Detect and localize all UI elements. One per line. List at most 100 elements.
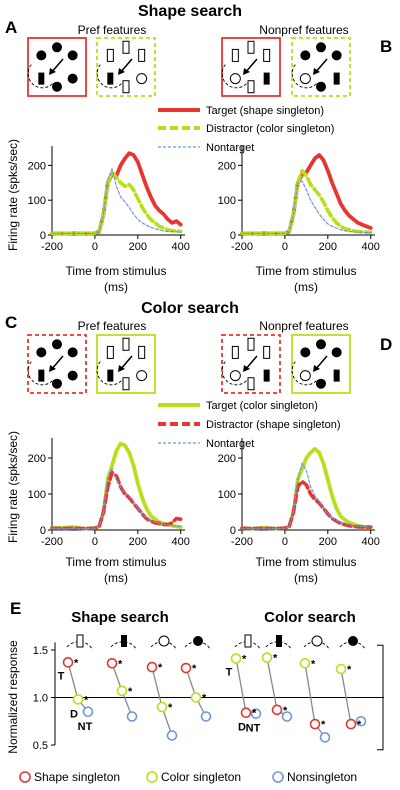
xlabel-c: Time from stimulus <box>66 555 167 569</box>
e-point-nontarget <box>200 711 212 722</box>
item-filled-rect <box>107 72 114 85</box>
e-y-tick-label: 1.5 <box>33 645 48 657</box>
item-filled-circle <box>316 81 326 92</box>
item-filled-circle <box>316 42 326 53</box>
display-a-distractor <box>96 37 156 97</box>
panel-letter-a: A <box>5 18 17 37</box>
xlabel-b-unit: (ms) <box>294 280 318 294</box>
x-tick-label: 200 <box>319 536 337 548</box>
x-tick-label: -200 <box>231 536 253 548</box>
item-open-rect <box>263 48 271 62</box>
series-dotted <box>51 468 182 530</box>
e-icon-arc <box>150 641 177 650</box>
display-frame <box>96 334 156 394</box>
x-tick-label: 400 <box>362 241 380 253</box>
item-filled-circle <box>36 50 47 61</box>
e-ylabel: Normalized response <box>6 640 20 754</box>
e-legend: Shape singleton Color singleton Nonsingl… <box>19 770 357 784</box>
subtitle-a: Pref features <box>78 23 147 37</box>
item-open-circle <box>229 73 241 85</box>
legend-shape-label: Shape singleton <box>34 770 120 784</box>
e-star-target: * <box>74 657 79 669</box>
item-open-rect <box>106 48 114 62</box>
xlabel-d-unit: (ms) <box>294 571 318 585</box>
e-label-d: D <box>70 708 78 720</box>
legend-distractor-label: Distractor (shape singleton) <box>206 419 341 431</box>
display-frame <box>291 37 351 97</box>
item-filled-rect <box>38 72 45 85</box>
item-open-rect <box>247 337 255 351</box>
e-point-distractor <box>240 707 252 719</box>
e-icon-arc <box>110 641 137 650</box>
item-filled-circle <box>67 50 78 61</box>
e-group: ** <box>180 636 212 722</box>
display-frame <box>221 334 281 394</box>
series-solid <box>50 151 183 236</box>
e-star-target: * <box>242 654 247 666</box>
item-open-rect <box>122 80 130 94</box>
receptive-field-arc <box>27 64 54 89</box>
xlabel-b: Time from stimulus <box>256 264 357 278</box>
e-icon-open-rect <box>244 634 252 648</box>
item-open-rect <box>247 80 255 94</box>
receptive-field-arc <box>291 361 318 386</box>
item-filled-circle <box>300 347 311 358</box>
e-star-distractor: * <box>168 702 173 714</box>
e-point-target <box>299 657 311 669</box>
e-point-nontarget <box>126 711 138 722</box>
xlabel-c-unit: (ms) <box>104 571 128 585</box>
e-point-target <box>230 653 242 664</box>
e-point-nontarget <box>355 715 367 727</box>
e-point-distractor <box>72 694 84 705</box>
display-d-distractor <box>291 334 351 394</box>
series-dotted <box>241 462 372 530</box>
e-icon-arc <box>184 641 211 650</box>
item-filled-circle <box>52 339 62 350</box>
display-frame <box>27 37 87 97</box>
panel-letter-e: E <box>10 599 21 618</box>
xlabel-a-unit: (ms) <box>104 280 128 294</box>
series-dashed <box>50 170 183 236</box>
e-point-distractor <box>271 704 283 716</box>
item-open-rect <box>231 345 239 359</box>
x-tick-label: 0 <box>282 241 288 253</box>
panel-letter-b: B <box>380 37 392 56</box>
e-bracket <box>377 644 384 751</box>
saccade-arrowhead <box>49 68 56 75</box>
x-tick-label: 200 <box>129 536 147 548</box>
item-filled-rect <box>333 369 340 382</box>
e-label-nt: NT <box>78 721 93 733</box>
x-tick-label: -200 <box>231 241 253 253</box>
display-c-target <box>27 334 87 394</box>
item-open-rect <box>138 48 146 62</box>
e-star-distractor: * <box>283 705 288 717</box>
e-star-distractor: * <box>321 719 326 731</box>
x-tick-label: 0 <box>282 536 288 548</box>
legend-target-label: Target (color singleton) <box>206 400 318 412</box>
item-filled-circle <box>316 378 326 389</box>
subtitle-d: Nonpref features <box>259 319 348 333</box>
item-filled-circle <box>52 378 62 389</box>
e-star-distractor: * <box>357 719 362 731</box>
e-icon-filled-circle <box>348 636 358 646</box>
y-tick-label: 0 <box>40 230 46 242</box>
x-tick-label: 400 <box>362 536 380 548</box>
ylabel-top: Firing rate (spks/sec) <box>6 139 20 251</box>
x-tick-label: -200 <box>41 241 63 253</box>
e-icon-filled-rect <box>276 635 282 647</box>
e-icon-open-circle <box>311 635 323 647</box>
e-group: * * T DNT <box>58 634 94 733</box>
e-icon-open-circle <box>158 635 170 647</box>
receptive-field-arc <box>291 64 318 89</box>
e-icon-arc <box>66 641 93 650</box>
panel-letter-c: C <box>5 313 17 332</box>
item-filled-circle <box>52 81 62 92</box>
item-open-rect <box>106 345 114 359</box>
e-point-nontarget <box>82 706 94 718</box>
e-star-target: * <box>347 664 352 676</box>
item-open-rect <box>231 48 239 62</box>
